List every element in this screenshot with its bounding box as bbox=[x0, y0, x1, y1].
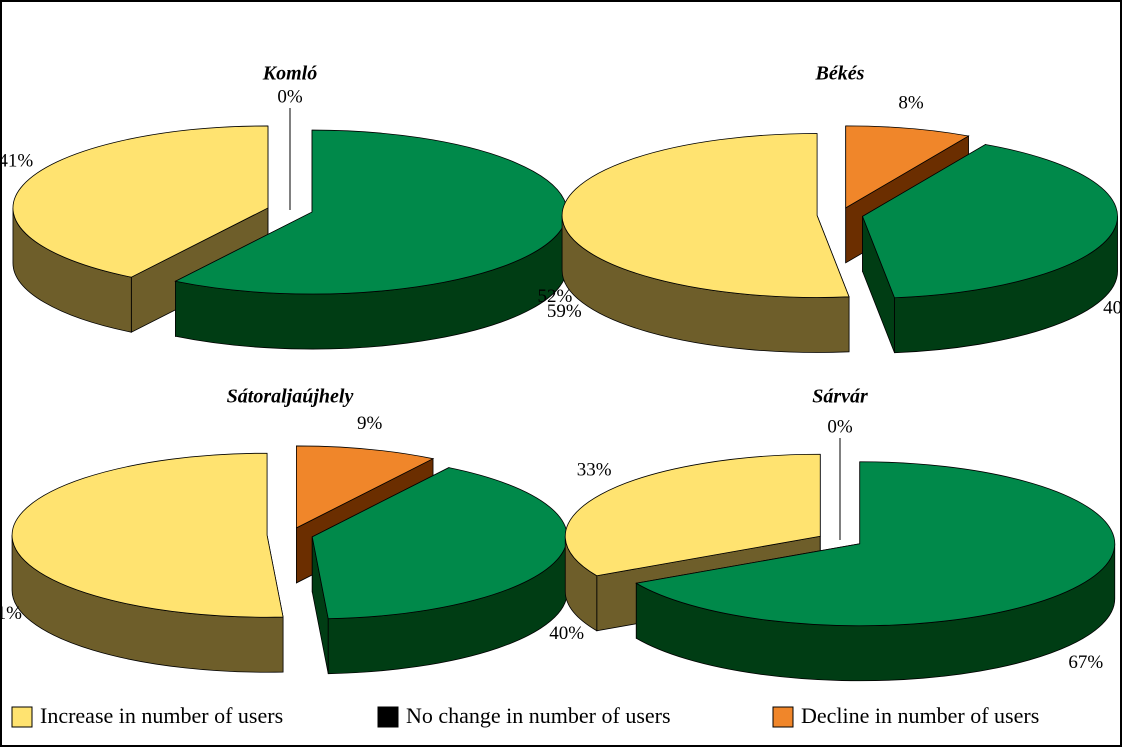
slice bbox=[561, 133, 850, 298]
slice bbox=[845, 125, 970, 209]
pie-title: Békés bbox=[815, 63, 865, 85]
value-label: 33% bbox=[577, 460, 612, 481]
value-label: 59% bbox=[547, 301, 582, 322]
value-label: 9% bbox=[357, 413, 383, 434]
value-label: 0% bbox=[827, 416, 853, 437]
slice bbox=[564, 453, 821, 577]
slice bbox=[11, 452, 284, 618]
value-label: 8% bbox=[898, 92, 924, 113]
legend-label: No change in number of users bbox=[406, 703, 671, 728]
slice bbox=[12, 125, 269, 278]
legend-swatch bbox=[772, 706, 794, 728]
slice bbox=[174, 129, 568, 295]
legend-label: Increase in number of users bbox=[40, 703, 283, 728]
value-label: 51% bbox=[0, 603, 22, 624]
pie-title: Sárvár bbox=[812, 386, 868, 408]
slice bbox=[311, 467, 568, 620]
value-label: 41% bbox=[0, 151, 33, 172]
slice bbox=[862, 144, 1118, 299]
legend-label: Decline in number of users bbox=[801, 703, 1039, 728]
value-label: 52% bbox=[538, 286, 573, 307]
value-label: 67% bbox=[1068, 652, 1103, 673]
value-label: 0% bbox=[277, 86, 303, 107]
slice bbox=[296, 445, 435, 529]
slice bbox=[635, 461, 1116, 627]
legend-swatch bbox=[377, 706, 399, 728]
legend-swatch bbox=[11, 706, 33, 728]
value-label: 40% bbox=[1103, 298, 1122, 319]
pie-title: Sátoraljaújhely bbox=[227, 386, 354, 408]
pie-title: Komló bbox=[262, 63, 317, 85]
value-label: 40% bbox=[549, 623, 584, 644]
